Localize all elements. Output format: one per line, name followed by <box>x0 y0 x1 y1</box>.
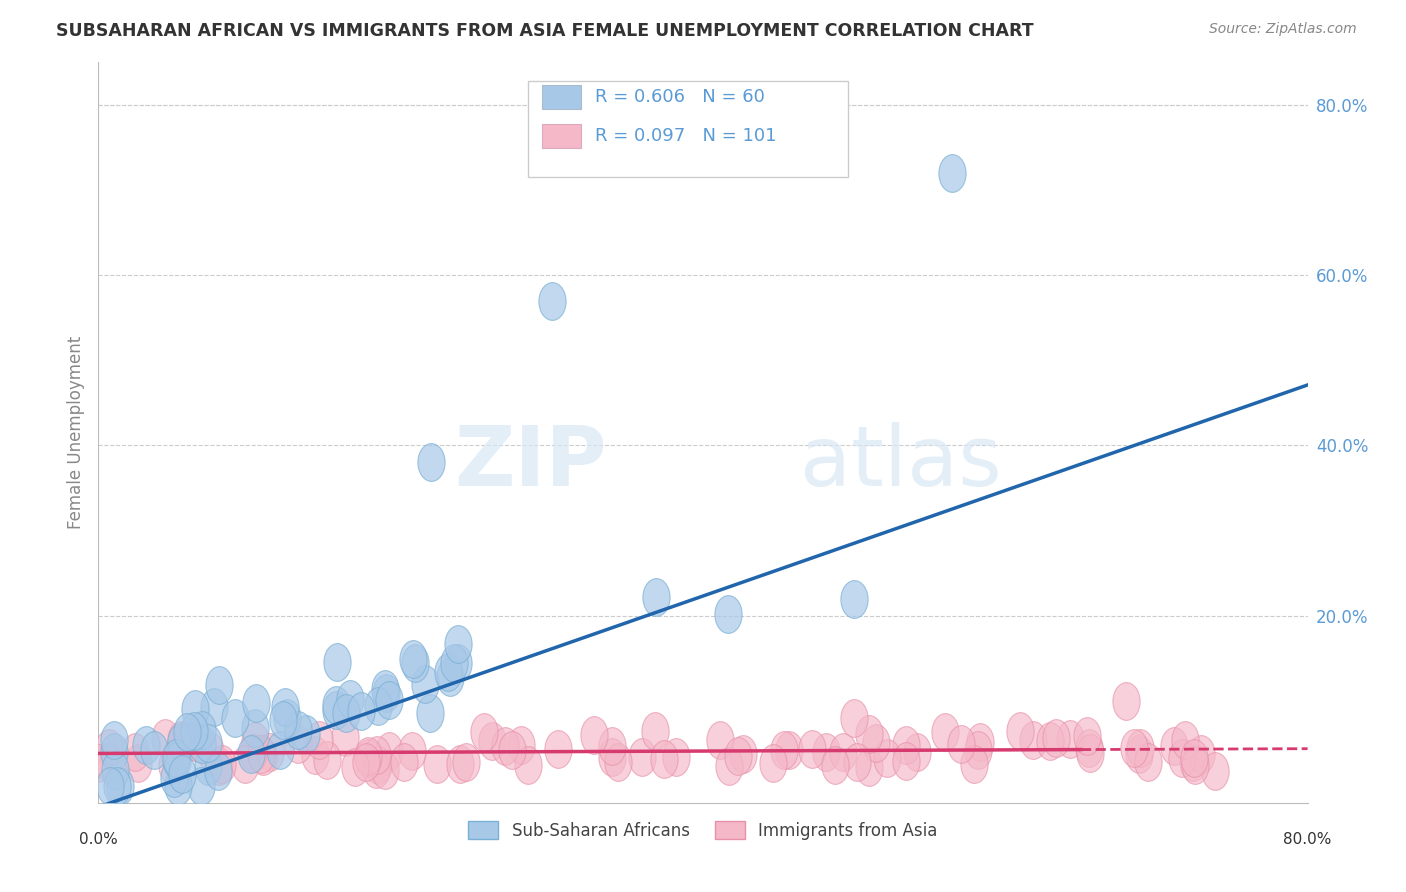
Text: R = 0.097   N = 101: R = 0.097 N = 101 <box>595 127 778 145</box>
Legend: Sub-Saharan Africans, Immigrants from Asia: Sub-Saharan Africans, Immigrants from As… <box>461 814 945 847</box>
Text: Source: ZipAtlas.com: Source: ZipAtlas.com <box>1209 22 1357 37</box>
Text: SUBSAHARAN AFRICAN VS IMMIGRANTS FROM ASIA FEMALE UNEMPLOYMENT CORRELATION CHART: SUBSAHARAN AFRICAN VS IMMIGRANTS FROM AS… <box>56 22 1033 40</box>
FancyBboxPatch shape <box>543 124 581 147</box>
Text: ZIP: ZIP <box>454 422 606 503</box>
Text: 80.0%: 80.0% <box>1284 832 1331 847</box>
Text: R = 0.606   N = 60: R = 0.606 N = 60 <box>595 88 765 106</box>
Text: 0.0%: 0.0% <box>79 832 118 847</box>
FancyBboxPatch shape <box>527 81 848 178</box>
FancyBboxPatch shape <box>543 86 581 109</box>
Y-axis label: Female Unemployment: Female Unemployment <box>66 336 84 529</box>
Text: atlas: atlas <box>800 422 1001 503</box>
